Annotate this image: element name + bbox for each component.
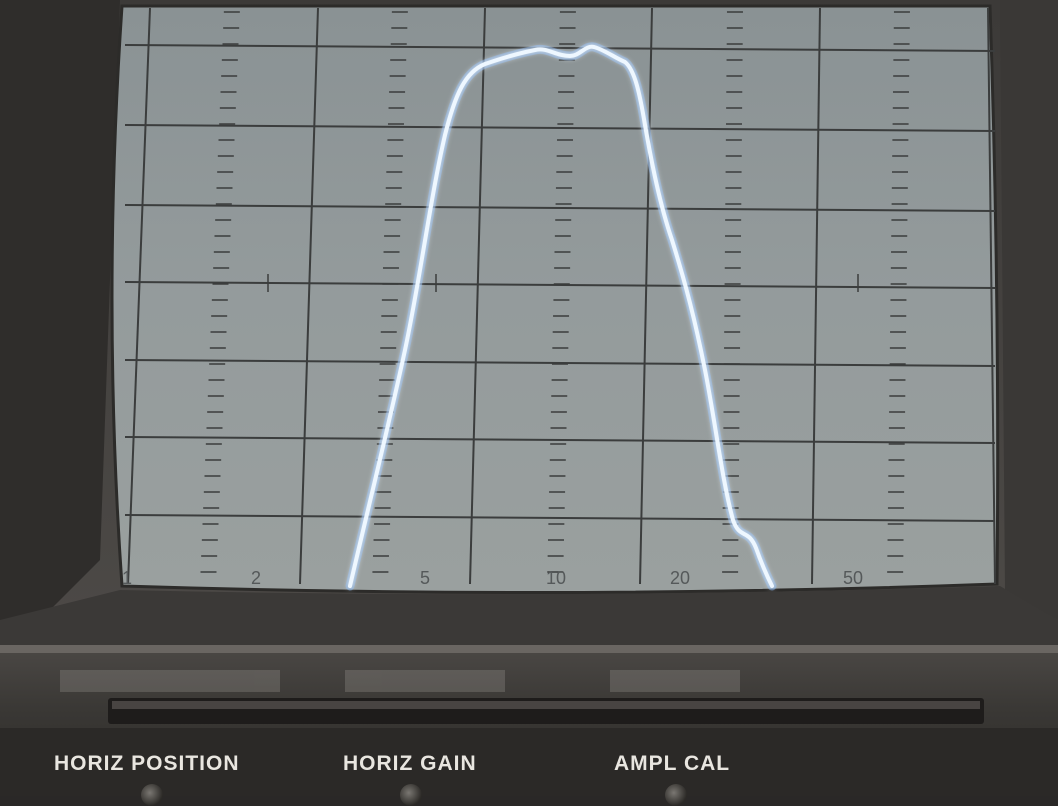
horiz-position-label: HORIZ POSITION [54, 752, 240, 776]
panel-reflection [60, 670, 740, 692]
horiz-gain-knob[interactable] [400, 784, 422, 806]
panel-highlight [0, 645, 1058, 653]
bezel-right-edge [1000, 0, 1058, 620]
scale-label-20: 20 [670, 568, 690, 589]
horiz-gain-label: HORIZ GAIN [343, 752, 477, 776]
ampl-cal-label: AMPL CAL [614, 752, 730, 776]
ampl-cal-knob[interactable] [665, 784, 687, 806]
scale-label-1: 1 [122, 568, 132, 589]
panel-slot-inner [112, 701, 980, 709]
scale-label-50: 50 [843, 568, 863, 589]
scale-label-2: 2 [251, 568, 261, 589]
horiz-position-knob[interactable] [141, 784, 163, 806]
scale-label-10: 10 [546, 568, 566, 589]
scale-label-5: 5 [420, 568, 430, 589]
